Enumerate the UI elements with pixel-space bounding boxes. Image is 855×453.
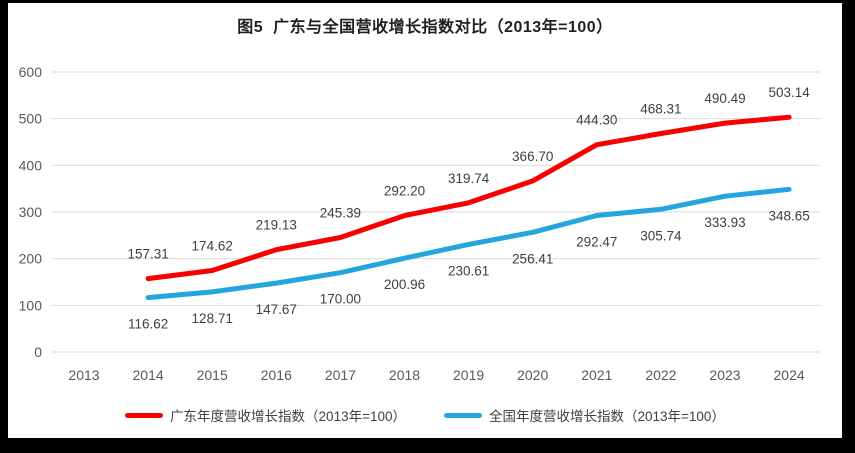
y-axis-tick-label: 0 [34, 344, 42, 360]
legend-label-guangdong: 广东年度营收增长指数（2013年=100） [170, 409, 406, 424]
y-axis-tick-label: 100 [19, 297, 43, 313]
x-axis-tick-label: 2016 [261, 367, 292, 383]
legend-swatch-guangdong [125, 412, 164, 418]
data-label-national-2019: 230.61 [448, 263, 489, 278]
data-label-guangdong-2023: 490.49 [704, 91, 745, 106]
x-axis-tick-label: 2018 [389, 367, 420, 383]
data-label-guangdong-2014: 157.31 [127, 247, 168, 262]
data-label-guangdong-2019: 319.74 [448, 171, 490, 186]
data-label-guangdong-2017: 245.39 [320, 205, 361, 220]
y-axis-tick-label: 300 [19, 204, 43, 220]
x-axis-tick-label: 2023 [709, 367, 740, 383]
data-label-national-2017: 170.00 [320, 292, 361, 307]
data-label-national-2024: 348.65 [768, 208, 809, 223]
legend-label-national: 全国年度营收增长指数（2013年=100） [489, 409, 725, 424]
data-label-national-2020: 256.41 [512, 251, 553, 266]
x-axis-tick-label: 2019 [453, 367, 484, 383]
data-label-national-2015: 128.71 [192, 311, 233, 326]
data-label-guangdong-2016: 219.13 [256, 218, 297, 233]
data-label-guangdong-2022: 468.31 [640, 101, 681, 116]
data-label-guangdong-2020: 366.70 [512, 149, 553, 164]
y-axis-tick-label: 500 [19, 111, 43, 127]
x-axis-tick-label: 2013 [68, 367, 99, 383]
data-label-national-2014: 116.62 [128, 317, 168, 332]
legend-item-guangdong: 广东年度营收增长指数（2013年=100） [125, 405, 406, 425]
chart-panel: 图5 广东与全国营收增长指数对比（2013年=100） 0 100 200 300 40… [8, 3, 842, 438]
x-axis-tick-label: 2022 [645, 367, 676, 383]
data-label-guangdong-2015: 174.62 [192, 239, 233, 254]
data-label-guangdong-2018: 292.20 [384, 184, 425, 199]
data-label-national-2016: 147.67 [256, 302, 297, 317]
y-axis-tick-label: 200 [19, 251, 43, 267]
series-line-guangdong [145, 114, 792, 282]
series-line-national [145, 186, 792, 301]
legend-item-national: 全国年度营收增长指数（2013年=100） [444, 405, 725, 425]
x-axis-tick-label: 2024 [774, 367, 805, 383]
data-label-national-2022: 305.74 [640, 228, 682, 243]
plot-area: 0 100 200 300 400 500 600 2013 2014 2015 2016 2017 2… [19, 64, 820, 383]
y-axis-tick-label: 600 [19, 64, 43, 80]
x-axis-tick-label: 2015 [197, 367, 228, 383]
legend-swatch-national [444, 412, 482, 418]
data-label-guangdong-2024: 503.14 [768, 85, 810, 100]
data-label-national-2023: 333.93 [704, 215, 745, 230]
data-label-national-2021: 292.47 [576, 235, 617, 250]
x-axis-tick-label: 2021 [581, 367, 612, 383]
data-label-guangdong-2021: 444.30 [576, 113, 617, 128]
data-label-national-2018: 200.96 [384, 277, 425, 292]
x-axis-tick-label: 2020 [517, 367, 548, 383]
chart-title: 图5 广东与全国营收增长指数对比（2013年=100） [237, 19, 613, 36]
x-axis-tick-label: 2014 [133, 367, 164, 383]
y-axis-tick-label: 400 [19, 157, 43, 173]
x-axis-tick-label: 2017 [325, 367, 356, 383]
legend: 广东年度营收增长指数（2013年=100） 全国年度营收增长指数（2013年=1… [8, 405, 842, 425]
